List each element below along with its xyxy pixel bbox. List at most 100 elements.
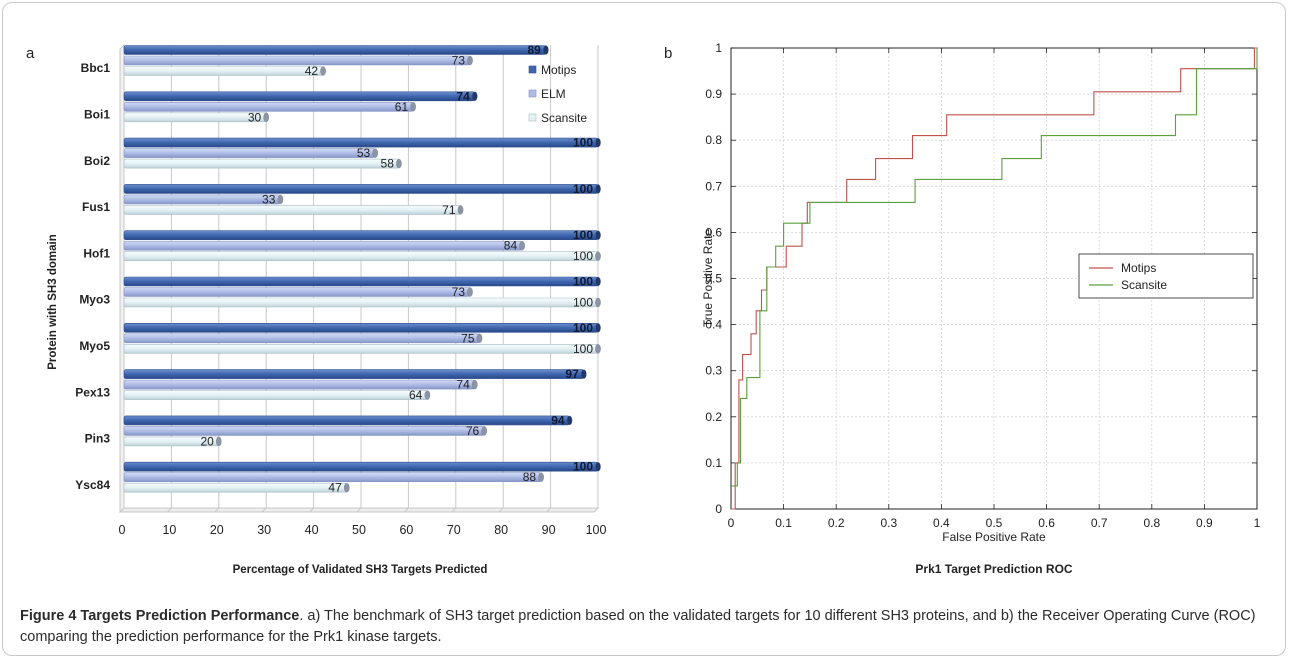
bar-data-label: 100 bbox=[573, 228, 593, 242]
roc-lines bbox=[731, 47, 1258, 510]
bar-data-label: 100 bbox=[573, 275, 593, 289]
bar-data-label: 73 bbox=[452, 285, 466, 299]
bar-motips bbox=[123, 415, 570, 426]
panel-label-b: b bbox=[664, 45, 672, 62]
bar-data-label: 100 bbox=[573, 249, 593, 263]
bar-motips bbox=[123, 230, 599, 240]
bar-cap bbox=[410, 102, 416, 112]
roc-y-tick-label: 0.2 bbox=[705, 410, 722, 424]
bar-chart-legend: Motips ELM Scansite bbox=[528, 63, 587, 125]
legend-swatch-elm bbox=[528, 89, 537, 98]
legend-label-scansite: Scansite bbox=[541, 111, 587, 125]
bar-chart-x-tick-label: 30 bbox=[257, 523, 271, 537]
bar-chart-floor-gridline bbox=[451, 507, 457, 513]
bar-cap bbox=[595, 184, 601, 194]
bar-motips bbox=[123, 45, 547, 55]
bar-scansite bbox=[123, 343, 599, 354]
legend-label-motips: Motips bbox=[541, 63, 576, 77]
bar-scansite bbox=[123, 112, 267, 123]
bar-elm bbox=[123, 333, 480, 344]
bar-data-label: 64 bbox=[409, 388, 423, 402]
bar-chart-x-ticks: 0 10 20 30 40 50 60 70 80 90 100 bbox=[119, 523, 607, 537]
bar-scansite bbox=[123, 297, 599, 308]
bar-chart-x-tick-label: 70 bbox=[447, 523, 461, 537]
bar-cap bbox=[595, 323, 601, 333]
figure-canvas: a 89734274613010053581003371100841001007… bbox=[26, 41, 1261, 576]
bar-elm bbox=[123, 55, 471, 66]
roc-legend-box bbox=[1078, 253, 1254, 299]
roc-legend-label-motips: Motips bbox=[1121, 261, 1156, 275]
bar-motips bbox=[123, 91, 476, 102]
roc-title: Prk1 Target Prediction ROC bbox=[915, 562, 1072, 576]
bar-cap bbox=[320, 66, 326, 76]
bar-chart-floor-gridline bbox=[119, 507, 125, 513]
roc-legend: Motips Scansite bbox=[1078, 253, 1254, 299]
bar-cap bbox=[472, 91, 478, 101]
bar-data-label: 100 bbox=[573, 321, 593, 335]
bar-chart-floor-gridline bbox=[214, 507, 220, 513]
roc-y-tick-label: 0.4 bbox=[705, 318, 722, 332]
bar-chart-floor-gridline bbox=[167, 507, 172, 513]
roc-x-tick-label: 0 bbox=[728, 516, 735, 530]
roc-x-tick-label: 0.9 bbox=[1196, 516, 1213, 530]
bar-motips bbox=[123, 276, 599, 287]
bar-chart-category-label: Ysc84 bbox=[75, 478, 110, 492]
bar-scansite bbox=[123, 66, 324, 76]
bar-data-label: 47 bbox=[328, 481, 342, 495]
roc-x-tick-label: 0.1 bbox=[775, 516, 792, 530]
roc-y-tick-label: 0.5 bbox=[705, 272, 722, 286]
bar-data-label: 73 bbox=[452, 54, 466, 68]
bar-cap bbox=[595, 230, 601, 240]
bar-data-label: 100 bbox=[573, 136, 593, 150]
bar-data-label: 100 bbox=[573, 460, 593, 474]
roc-x-tick-label: 1 bbox=[1254, 516, 1261, 530]
roc-ticks: 0 0.1 0.2 0.3 0.4 0.5 0.6 0.7 0.8 0.9 1 0 0.1 0.2 0.3 0… bbox=[705, 41, 1260, 530]
bar-data-label: 20 bbox=[200, 434, 214, 448]
roc-y-tick-label: 0 bbox=[715, 502, 722, 516]
bar-motips bbox=[123, 184, 599, 194]
roc-y-tick-label: 1 bbox=[715, 41, 722, 55]
bar-chart-floor-gridline bbox=[404, 507, 409, 513]
bar-cap bbox=[372, 148, 378, 158]
bar-data-label: 42 bbox=[305, 64, 319, 78]
bar-chart-floor-gridline bbox=[309, 507, 314, 513]
bar-cap bbox=[277, 194, 284, 205]
bar-data-label: 100 bbox=[573, 296, 593, 310]
bar-data-label: 53 bbox=[357, 146, 371, 160]
bar-chart-categories: Bbc1 Boi1 Boi2 Fus1 Hof1 Myo3 Myo5 Pex13 Pin3 Ysc… bbox=[75, 61, 110, 492]
bar-cap bbox=[472, 379, 478, 390]
panel-label-a: a bbox=[26, 45, 35, 62]
bar-data-label: 89 bbox=[528, 43, 542, 57]
bar-cap bbox=[424, 390, 431, 400]
bar-cap bbox=[457, 205, 464, 215]
bar-data-label: 88 bbox=[523, 470, 537, 484]
roc-y-tick-label: 0.7 bbox=[705, 179, 722, 193]
roc-x-axis-label: False Positive Rate bbox=[942, 530, 1046, 544]
bar-cap bbox=[595, 462, 601, 472]
bar-chart-bars: 89 73 42 74 61 30 100 53 58 100 33 71 100 84 100 100 73 1… bbox=[123, 43, 601, 495]
roc-legend-label-scansite: Scansite bbox=[1121, 278, 1167, 292]
bar-elm bbox=[123, 287, 471, 297]
bar-cap bbox=[396, 158, 402, 169]
bar-chart-side-wall bbox=[119, 44, 125, 513]
bar-data-label: 74 bbox=[456, 89, 470, 103]
roc-line-scansite bbox=[731, 48, 1258, 487]
bar-cap bbox=[467, 287, 473, 297]
caption-lead: Figure 4 Targets Prediction Performance bbox=[20, 608, 300, 624]
roc-y-tick-label: 0.8 bbox=[705, 133, 722, 147]
bar-cap bbox=[263, 112, 269, 122]
bar-data-label: 100 bbox=[573, 342, 593, 356]
bar-cap bbox=[595, 344, 601, 354]
bar-chart-x-tick-label: 10 bbox=[162, 523, 176, 537]
caption-text: . a) The benchmark of SH3 target predict… bbox=[20, 608, 1256, 645]
roc-y-tick-label: 0.9 bbox=[705, 87, 722, 101]
bar-chart-x-tick-label: 60 bbox=[399, 523, 413, 537]
bar-cap bbox=[481, 426, 487, 436]
bar-elm bbox=[123, 194, 281, 205]
bar-data-label: 61 bbox=[395, 100, 409, 114]
bar-chart-category-label: Boi1 bbox=[84, 107, 110, 121]
bar-elm bbox=[123, 148, 376, 158]
bar-data-label: 100 bbox=[573, 182, 593, 196]
bar-cap bbox=[476, 333, 483, 343]
bar-data-label: 58 bbox=[381, 157, 395, 171]
